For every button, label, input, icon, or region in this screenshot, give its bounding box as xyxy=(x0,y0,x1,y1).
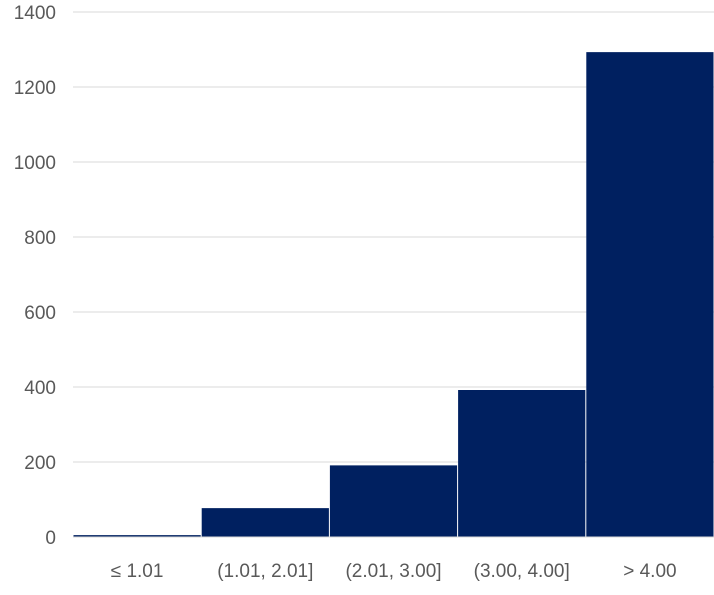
y-tick-label-800: 800 xyxy=(24,228,56,249)
bar-2 xyxy=(329,465,458,537)
y-tick-label-1000: 1000 xyxy=(14,153,56,174)
gridlines xyxy=(73,11,714,463)
bar-1 xyxy=(201,508,329,537)
x-tick-label-0: ≤ 1.01 xyxy=(111,561,164,582)
y-tick-label-600: 600 xyxy=(24,303,56,324)
y-tick-labels: 0 200 400 600 800 1000 1200 1400 xyxy=(14,3,56,549)
y-tick-label-0: 0 xyxy=(45,528,56,549)
bar-4 xyxy=(586,52,714,537)
x-tick-labels: ≤ 1.01 (1.01, 2.01] (2.01, 3.00] (3.00, 4.0… xyxy=(111,561,677,582)
bar-0 xyxy=(73,535,201,537)
x-tick-label-1: (1.01, 2.01] xyxy=(217,561,313,582)
y-tick-label-400: 400 xyxy=(24,378,56,399)
bars xyxy=(73,52,714,537)
bar-3 xyxy=(458,390,586,537)
y-tick-label-1200: 1200 xyxy=(14,78,56,99)
y-tick-label-1400: 1400 xyxy=(14,3,56,24)
y-tick-label-200: 200 xyxy=(24,453,56,474)
x-tick-label-4: > 4.00 xyxy=(623,561,676,582)
x-tick-label-2: (2.01, 3.00] xyxy=(345,561,441,582)
x-tick-label-3: (3.00, 4.00] xyxy=(474,561,570,582)
